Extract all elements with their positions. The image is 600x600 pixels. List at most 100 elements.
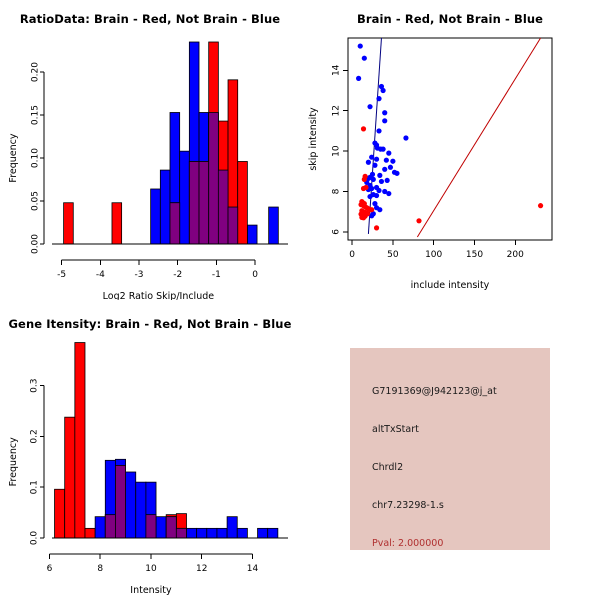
histogram-bar-not-brain [150, 188, 161, 245]
scatter-point-not-brain [378, 178, 385, 185]
scatter-point-not-brain [394, 170, 400, 176]
y-axis-tick-label: 0.20 [31, 62, 41, 82]
histogram-bar-overlap [227, 206, 239, 245]
gene-histogram-panel: Gene Itensity: Brain - Red, Not Brain - … [0, 300, 300, 600]
x-axis-tick-label: -1 [212, 270, 221, 280]
histogram-bar-overlap [169, 202, 181, 245]
scatter-point-not-brain [378, 83, 385, 90]
histogram-bar-brain [84, 527, 96, 539]
histogram-bar-overlap [104, 514, 116, 539]
x-axis-label: Log2 Ratio Skip/Include [103, 291, 215, 300]
scatter-point-brain [537, 203, 544, 209]
y-axis-tick-label: 0.15 [31, 105, 41, 125]
scatter-point-not-brain [373, 192, 380, 199]
ratio-histogram-canvas: 0.00 0.05 0.10 0.15 0.20 Frequency -5 -4 -3 -2 -1 0… [8, 41, 288, 300]
y-axis-tick-label: 0.3 [30, 379, 40, 393]
scatter-point-brain [361, 176, 367, 182]
y-axis-tick-label: 14 [332, 64, 342, 76]
y-axis-tick-label: 0.05 [31, 191, 41, 211]
scatter-point-not-brain [367, 193, 373, 200]
scatter-point-brain [369, 207, 375, 213]
regression-line-blue [367, 38, 382, 234]
scatter-point-not-brain [377, 207, 383, 213]
gene-info-panel: G7191369@J942123@j_at altTxStart Chrdl2 … [300, 300, 600, 600]
histogram-bar-brain [64, 416, 76, 539]
scatter-point-not-brain [378, 146, 384, 152]
histogram-bar-overlap [115, 464, 126, 539]
scatter-point-not-brain [382, 188, 388, 195]
y-axis-tick-label: 0.00 [31, 234, 41, 254]
histogram-bar-brain [111, 202, 123, 245]
x-axis-tick-label: 100 [425, 250, 442, 260]
y-axis-label: skip intensity [308, 107, 319, 171]
y-axis-tick-label: 0.1 [30, 480, 40, 494]
histogram-bar-not-brain [179, 150, 190, 245]
scatter-point-not-brain [367, 104, 373, 110]
scatter-point-not-brain [372, 201, 378, 207]
x-axis-label: Intensity [130, 585, 172, 596]
histogram-bar-not-brain [196, 527, 208, 539]
x-axis-tick-label: 150 [466, 250, 483, 260]
histogram-bar-brain [74, 342, 86, 539]
scatter-point-not-brain [373, 156, 380, 162]
scatter-point-not-brain [387, 164, 394, 170]
histogram-bar-overlap [208, 112, 219, 245]
x-axis-tick-label: 12 [196, 564, 207, 574]
histogram-bar-not-brain [186, 527, 198, 539]
x-axis-tick-label: -2 [173, 270, 182, 280]
x-axis-tick-label: 0 [252, 270, 258, 280]
scatter-point-not-brain [382, 166, 388, 172]
histogram-bar-not-brain [135, 481, 147, 539]
scatter-point-not-brain [357, 43, 363, 49]
plot-frame [347, 37, 553, 241]
ratio-histogram-panel: RatioData: Brain - Red, Not Brain - Blue… [0, 0, 300, 300]
scatter-point-brain [416, 218, 422, 224]
scatter-point-not-brain [380, 87, 386, 94]
histogram-bar-not-brain [216, 527, 228, 539]
scatter-point-not-brain [386, 150, 392, 156]
info-pvalue: Pval: 2.000000 [372, 538, 444, 549]
scatter-point-not-brain [382, 110, 388, 116]
info-event-type: altTxStart [372, 424, 419, 435]
scatter-point-not-brain [376, 96, 382, 102]
x-axis-tick-label: -3 [135, 270, 144, 280]
x-axis-label: include intensity [411, 280, 490, 291]
y-axis-label: Frequency [8, 133, 19, 182]
histogram-bar-not-brain [267, 527, 279, 539]
histogram-bar-overlap [145, 514, 157, 539]
scatter-point-not-brain [376, 187, 382, 194]
histogram-bar-not-brain [268, 206, 279, 245]
histogram-bar-brain [237, 161, 248, 245]
scatter-point-not-brain [382, 118, 388, 124]
y-axis-tick-label: 12 [332, 105, 342, 116]
histogram-bar-not-brain [125, 471, 137, 539]
x-axis-tick-label: 6 [47, 564, 53, 574]
y-axis-tick-label: 8 [332, 188, 342, 194]
histogram-bar-overlap [198, 161, 210, 245]
x-axis-tick-label: -4 [96, 270, 105, 280]
histogram-bar-overlap [165, 516, 177, 539]
ratio-histogram-title: RatioData: Brain - Red, Not Brain - Blue [19, 12, 281, 26]
scatter-point-not-brain [356, 75, 362, 81]
y-axis-tick-label: 10 [332, 145, 342, 157]
histogram-bar-not-brain [206, 527, 218, 539]
scatter-plot-panel: Brain - Red, Not Brain - Blue 6 8 10 12 14 sk… [300, 0, 600, 300]
x-axis-tick-label: 14 [247, 564, 259, 574]
scatter-point-not-brain [383, 157, 389, 163]
histogram-bar-not-brain [155, 516, 167, 539]
y-axis-label: Frequency [8, 437, 19, 486]
scatter-point-not-brain [386, 190, 392, 197]
histogram-bar-not-brain [226, 516, 238, 539]
scatter-plot-canvas: 6 8 10 12 14 skip intensity 0 50 100 150 200 includ… [308, 37, 553, 291]
histogram-bar-not-brain [236, 527, 248, 539]
histogram-bar-not-brain [159, 169, 171, 245]
info-locus: chr7.23298-1.s [372, 500, 444, 511]
scatter-point-brain [373, 225, 380, 231]
scatter-point-not-brain [369, 154, 375, 160]
scatter-point-not-brain [384, 177, 390, 184]
y-axis-tick-label: 0.10 [31, 148, 41, 168]
x-axis-tick-label: 0 [349, 250, 355, 260]
x-axis-tick-label: 8 [97, 564, 103, 574]
scatter-point-not-brain [372, 162, 378, 168]
